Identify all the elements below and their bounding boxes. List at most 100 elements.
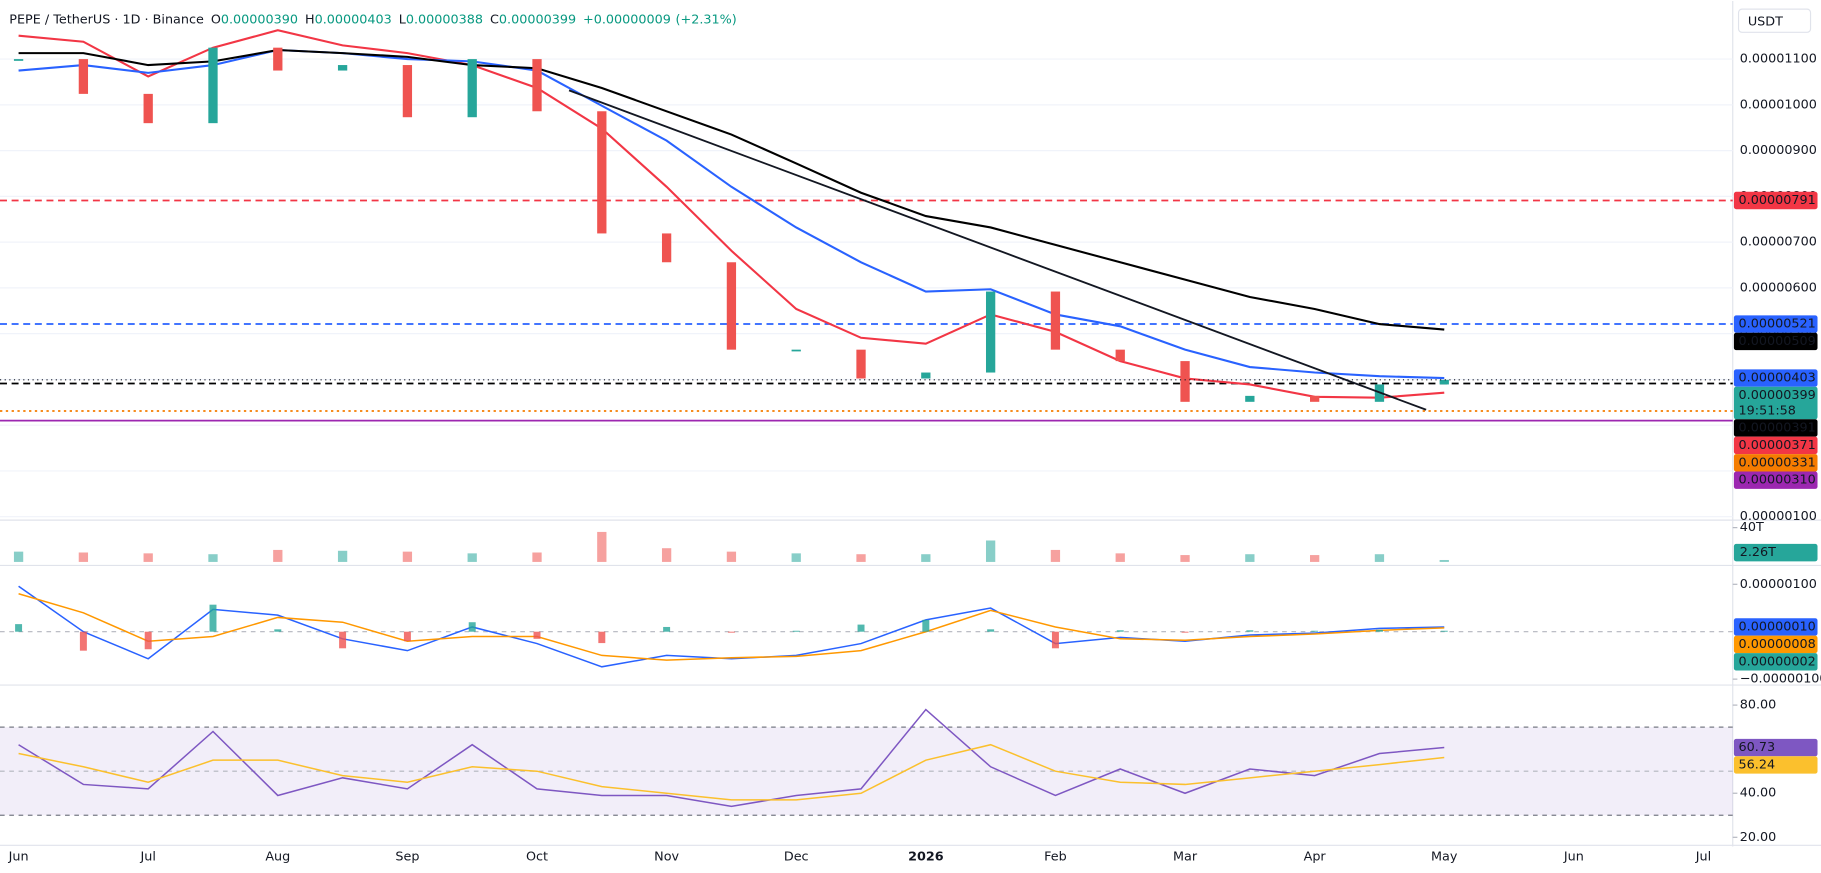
macd-histogram-bar	[15, 624, 23, 632]
legend-header: PEPE / TetherUS · 1D · Binance O0.0000039…	[9, 12, 736, 27]
macd-histogram-bar	[403, 631, 411, 642]
volume-bar	[402, 551, 413, 562]
y-tick-label: 80.00	[1740, 698, 1777, 713]
price-label-box	[1733, 471, 1818, 489]
candle	[13, 59, 24, 61]
price-label: 0.00000403	[1739, 371, 1816, 386]
currency-button	[1737, 8, 1812, 33]
price-label-box	[1733, 191, 1818, 210]
macd-histogram-bar	[209, 604, 217, 632]
countdown-label: 19:51:58	[1739, 404, 1796, 419]
volume-bar	[856, 554, 866, 562]
volume-bar	[273, 549, 283, 562]
price-label-box	[1733, 756, 1818, 774]
price-label: 0.00000371	[1739, 438, 1816, 453]
macd-histogram-bar	[1116, 630, 1124, 632]
candle	[1245, 395, 1255, 402]
macd-histogram-bar	[1051, 631, 1059, 649]
ohlc-key: C	[490, 12, 499, 27]
price-label-box	[1733, 653, 1818, 671]
candle	[661, 233, 672, 263]
rsi-line	[18, 708, 1445, 808]
candle	[143, 93, 153, 124]
volume-bar	[78, 552, 89, 562]
candle	[1050, 291, 1061, 350]
x-tick-label: Feb	[1044, 849, 1067, 864]
price-label-box	[1733, 419, 1818, 437]
y-tick-label: 0.00000700	[1740, 235, 1817, 250]
x-tick-label: May	[1431, 849, 1458, 864]
price-label: 0.00000002	[1739, 654, 1816, 669]
rsi-line	[18, 743, 1445, 801]
price-label: 56.24	[1739, 757, 1776, 772]
ohlc-value: 0.00000390	[221, 12, 298, 27]
macd-line	[18, 593, 1445, 661]
macd-histogram-bar	[79, 631, 87, 651]
macd-histogram-bar	[598, 631, 606, 644]
macd-histogram-bar	[792, 630, 800, 632]
y-tick-label: 0.00000600	[1740, 280, 1817, 295]
y-tick-label: 0.00001100	[1740, 52, 1817, 67]
macd-histogram-bar	[144, 631, 152, 650]
price-label-box	[1733, 332, 1818, 351]
volume-bar	[1180, 555, 1190, 562]
candle	[532, 59, 542, 112]
candle	[1310, 395, 1320, 402]
macd-histogram-bar	[468, 622, 476, 632]
macd-histogram-bar	[1440, 630, 1448, 632]
price-label: 60.73	[1739, 740, 1776, 755]
volume-bar	[791, 553, 801, 562]
price-label-box	[1733, 386, 1818, 420]
volume-bar	[985, 540, 996, 562]
macd-histogram-bar	[1246, 630, 1254, 632]
macd-histogram-bar	[922, 619, 930, 632]
x-tick-label: 2026	[908, 849, 944, 864]
volume-bar	[337, 550, 348, 562]
candle	[78, 59, 89, 94]
candle	[726, 262, 737, 350]
y-tick-label: 0.00000100	[1740, 577, 1817, 592]
change-value: +0.00000009	[583, 12, 671, 27]
ohlc-value: 0.00000388	[406, 12, 483, 27]
x-tick-label: Jul	[1695, 849, 1711, 864]
x-tick-label: Apr	[1304, 849, 1327, 864]
candle	[337, 65, 348, 71]
y-tick-label: 40T	[1740, 520, 1764, 535]
volume-label-box	[1733, 543, 1818, 562]
currency-label: USDT	[1748, 14, 1783, 29]
price-label-box	[1733, 635, 1818, 654]
candle	[921, 372, 931, 379]
price-label-box	[1733, 315, 1818, 333]
x-tick-label: Jun	[1563, 849, 1584, 864]
candle	[402, 65, 413, 118]
candle	[1180, 361, 1190, 402]
volume-bar	[1245, 554, 1255, 562]
macd-histogram-bar	[1375, 629, 1383, 632]
volume-bar	[13, 551, 24, 562]
x-tick-label: Jul	[139, 849, 155, 864]
plot-layer	[0, 29, 1738, 838]
price-label: 0.00000008	[1739, 637, 1816, 652]
x-tick-label: Aug	[265, 849, 290, 864]
y-tick-label: −0.00000100	[1740, 672, 1821, 687]
volume-bar	[1050, 549, 1061, 562]
volume-label: 2.26T	[1740, 545, 1776, 560]
macd-histogram-bar	[1181, 631, 1189, 633]
price-label: 0.00000521	[1739, 317, 1816, 332]
candle	[791, 349, 801, 352]
volume-bar	[208, 554, 218, 562]
x-tick-label: Mar	[1173, 849, 1198, 864]
trend-line	[568, 89, 1427, 411]
candle	[856, 349, 866, 379]
price-label: 0.00000331	[1739, 455, 1816, 470]
price-label-box	[1733, 738, 1818, 757]
macd-histogram-bar	[1311, 630, 1319, 632]
candle	[208, 47, 218, 124]
x-tick-label: Dec	[784, 849, 809, 864]
volume-bar	[467, 553, 477, 562]
ohlc-key: O	[211, 12, 221, 27]
ohlc-value: 0.00000403	[315, 12, 392, 27]
volume-bar	[1115, 553, 1125, 562]
